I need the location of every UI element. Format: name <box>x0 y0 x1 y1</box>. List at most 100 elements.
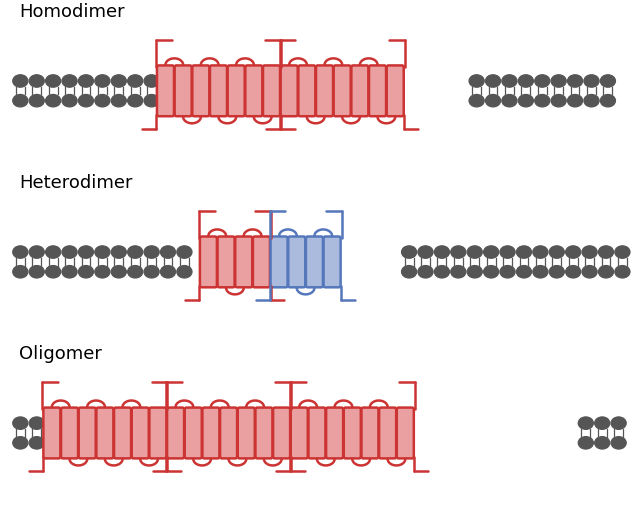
FancyBboxPatch shape <box>361 407 379 459</box>
Circle shape <box>29 436 44 449</box>
Circle shape <box>13 75 28 87</box>
FancyBboxPatch shape <box>369 66 386 116</box>
Circle shape <box>95 95 110 107</box>
Circle shape <box>451 266 466 278</box>
Circle shape <box>594 436 610 449</box>
FancyBboxPatch shape <box>202 407 220 459</box>
FancyBboxPatch shape <box>352 66 368 116</box>
FancyBboxPatch shape <box>185 407 202 459</box>
Circle shape <box>29 266 44 278</box>
Circle shape <box>502 95 517 107</box>
Circle shape <box>79 75 93 87</box>
Circle shape <box>62 266 77 278</box>
Circle shape <box>79 266 93 278</box>
Circle shape <box>600 95 616 107</box>
Circle shape <box>567 95 583 107</box>
Circle shape <box>518 95 533 107</box>
FancyBboxPatch shape <box>149 407 166 459</box>
Circle shape <box>467 246 482 258</box>
FancyBboxPatch shape <box>175 66 192 116</box>
Circle shape <box>565 266 581 278</box>
Circle shape <box>469 95 484 107</box>
Circle shape <box>615 246 630 258</box>
Circle shape <box>600 75 616 87</box>
FancyBboxPatch shape <box>227 66 245 116</box>
Circle shape <box>500 246 515 258</box>
Circle shape <box>598 266 614 278</box>
Circle shape <box>111 266 126 278</box>
Circle shape <box>486 95 500 107</box>
Circle shape <box>177 246 192 258</box>
Circle shape <box>144 95 159 107</box>
Circle shape <box>418 246 433 258</box>
FancyBboxPatch shape <box>79 407 96 459</box>
FancyBboxPatch shape <box>281 66 298 116</box>
Circle shape <box>551 75 566 87</box>
Circle shape <box>62 75 77 87</box>
Circle shape <box>584 95 599 107</box>
FancyBboxPatch shape <box>218 236 234 287</box>
FancyBboxPatch shape <box>323 236 341 287</box>
Circle shape <box>434 246 450 258</box>
Circle shape <box>502 75 517 87</box>
Circle shape <box>144 266 159 278</box>
Circle shape <box>401 266 417 278</box>
Circle shape <box>518 75 533 87</box>
Circle shape <box>516 266 531 278</box>
Text: Oligomer: Oligomer <box>19 345 102 363</box>
FancyBboxPatch shape <box>273 407 290 459</box>
FancyBboxPatch shape <box>289 236 305 287</box>
Circle shape <box>128 246 143 258</box>
FancyBboxPatch shape <box>397 407 414 459</box>
FancyBboxPatch shape <box>43 407 61 459</box>
Circle shape <box>111 246 126 258</box>
Circle shape <box>46 266 61 278</box>
Circle shape <box>484 266 498 278</box>
Circle shape <box>467 266 482 278</box>
Circle shape <box>62 95 77 107</box>
Circle shape <box>451 246 466 258</box>
Circle shape <box>484 246 498 258</box>
Circle shape <box>434 266 450 278</box>
Circle shape <box>469 75 484 87</box>
FancyBboxPatch shape <box>97 407 113 459</box>
Circle shape <box>95 266 110 278</box>
Circle shape <box>584 75 599 87</box>
Circle shape <box>565 246 581 258</box>
Circle shape <box>128 75 143 87</box>
Circle shape <box>177 266 192 278</box>
Circle shape <box>46 75 61 87</box>
FancyBboxPatch shape <box>61 407 78 459</box>
Circle shape <box>578 417 593 430</box>
FancyBboxPatch shape <box>270 236 288 287</box>
FancyBboxPatch shape <box>256 407 272 459</box>
Circle shape <box>79 246 93 258</box>
Circle shape <box>13 417 28 430</box>
FancyBboxPatch shape <box>379 407 396 459</box>
Circle shape <box>13 266 28 278</box>
Circle shape <box>13 95 28 107</box>
FancyBboxPatch shape <box>235 236 252 287</box>
Circle shape <box>111 75 126 87</box>
Circle shape <box>128 266 143 278</box>
FancyBboxPatch shape <box>193 66 209 116</box>
Circle shape <box>46 246 61 258</box>
Circle shape <box>46 95 61 107</box>
Circle shape <box>95 75 110 87</box>
Circle shape <box>582 246 597 258</box>
FancyBboxPatch shape <box>238 407 255 459</box>
FancyBboxPatch shape <box>114 407 131 459</box>
Circle shape <box>13 436 28 449</box>
Circle shape <box>79 95 93 107</box>
FancyBboxPatch shape <box>220 407 237 459</box>
Circle shape <box>582 266 597 278</box>
Circle shape <box>598 246 614 258</box>
Circle shape <box>611 436 626 449</box>
FancyBboxPatch shape <box>298 66 316 116</box>
Circle shape <box>615 266 630 278</box>
Circle shape <box>95 246 110 258</box>
Circle shape <box>160 246 176 258</box>
FancyBboxPatch shape <box>386 66 404 116</box>
FancyBboxPatch shape <box>253 236 270 287</box>
Circle shape <box>486 75 500 87</box>
